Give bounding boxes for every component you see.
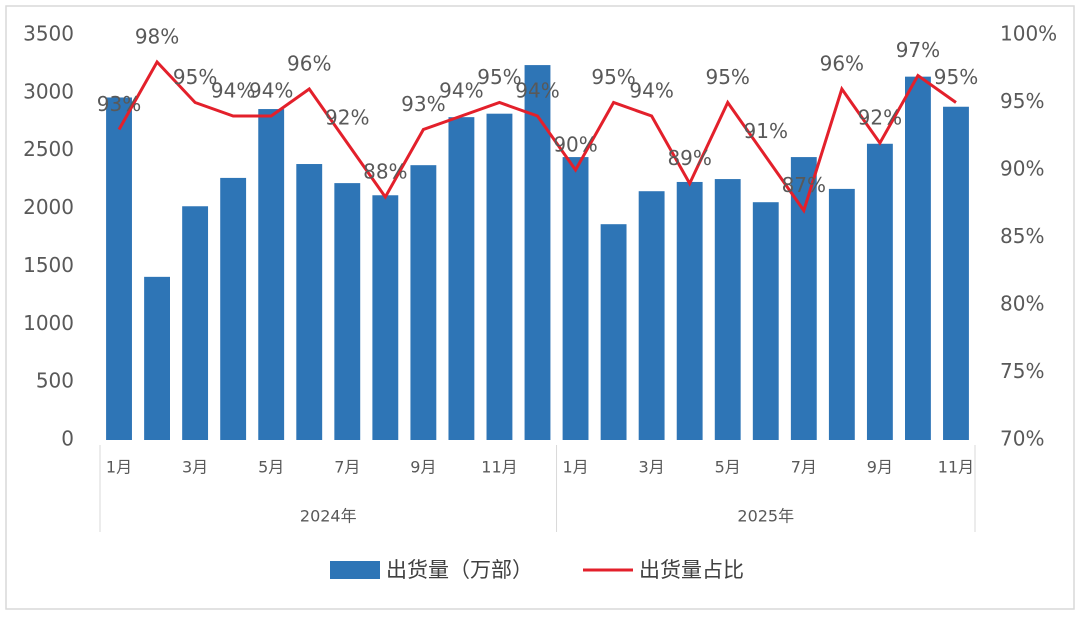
x-tick-label: 1月 — [106, 458, 132, 477]
y2-tick-label: 100% — [1000, 22, 1057, 46]
data-label: 94% — [439, 79, 483, 103]
y2-tick-label: 70% — [1000, 427, 1044, 451]
bar — [790, 157, 817, 441]
data-label: 97% — [896, 38, 940, 62]
bar — [258, 109, 285, 441]
x-tick-label: 7月 — [334, 458, 360, 477]
bar — [752, 202, 779, 440]
data-label: 95% — [173, 65, 217, 89]
chart-border — [5, 5, 1075, 610]
data-label: 95% — [591, 65, 635, 89]
y-tick-label: 500 — [36, 369, 74, 393]
legend-swatch — [330, 561, 380, 579]
y-tick-label: 3500 — [23, 22, 74, 46]
y-tick-label: 2500 — [23, 137, 74, 161]
data-label: 91% — [744, 119, 788, 143]
data-label: 94% — [629, 79, 673, 103]
data-label: 87% — [782, 173, 826, 197]
bar — [106, 97, 132, 440]
y2-tick-label: 75% — [1000, 359, 1044, 383]
bar — [676, 181, 703, 440]
bar — [638, 191, 665, 440]
data-label: 88% — [363, 160, 407, 184]
data-label: 92% — [325, 106, 369, 130]
bar — [943, 106, 969, 440]
y-tick-label: 0 — [61, 427, 74, 451]
bar — [182, 206, 209, 440]
x-tick-label: 3月 — [182, 458, 208, 477]
bar — [372, 195, 399, 440]
y-tick-label: 1500 — [23, 253, 74, 277]
bar — [220, 177, 247, 440]
data-label: 90% — [553, 133, 597, 157]
x-tick-label: 3月 — [639, 458, 665, 477]
bar — [866, 143, 893, 440]
y2-tick-label: 85% — [1000, 224, 1044, 248]
data-label: 95% — [477, 65, 521, 89]
bar — [448, 117, 475, 441]
legend-label: 出货量（万部） — [386, 558, 533, 582]
y-tick-label: 1000 — [23, 311, 74, 335]
data-label: 96% — [287, 52, 331, 76]
data-label: 98% — [135, 25, 179, 49]
bar — [562, 157, 589, 441]
bar — [486, 113, 513, 440]
bar — [334, 183, 361, 440]
y-tick-label: 3000 — [23, 79, 74, 103]
data-label: 96% — [820, 52, 864, 76]
x-tick-label: 9月 — [867, 458, 893, 477]
x-tick-label: 9月 — [410, 458, 436, 477]
legend-label: 出货量占比 — [639, 558, 744, 582]
bar — [410, 165, 437, 440]
x-tick-label: 7月 — [791, 458, 817, 477]
bar — [600, 224, 627, 440]
x-tick-label: 11月 — [938, 458, 974, 477]
bar — [828, 188, 855, 440]
data-label: 92% — [858, 106, 902, 130]
x-tick-label: 1月 — [562, 458, 588, 477]
bar — [905, 76, 931, 441]
data-label: 89% — [667, 146, 711, 170]
data-label: 95% — [705, 65, 749, 89]
x-tick-label: 5月 — [715, 458, 741, 477]
data-label: 94% — [249, 79, 293, 103]
x-tick-label: 5月 — [258, 458, 284, 477]
data-label: 94% — [211, 79, 255, 103]
y2-tick-label: 80% — [1000, 292, 1044, 316]
y2-tick-label: 90% — [1000, 157, 1044, 181]
bar — [144, 276, 170, 440]
data-label: 93% — [97, 92, 141, 116]
x-tick-label: 11月 — [481, 458, 517, 477]
bar — [714, 179, 741, 441]
y-tick-label: 2000 — [23, 195, 74, 219]
bar — [296, 164, 323, 440]
line — [117, 59, 957, 214]
data-label: 93% — [401, 92, 445, 116]
y2-tick-label: 95% — [1000, 89, 1044, 113]
data-label: 94% — [515, 79, 559, 103]
group-label: 2025年 — [737, 507, 794, 526]
bar — [524, 65, 551, 440]
data-label: 95% — [934, 65, 978, 89]
group-label: 2024年 — [300, 507, 357, 526]
